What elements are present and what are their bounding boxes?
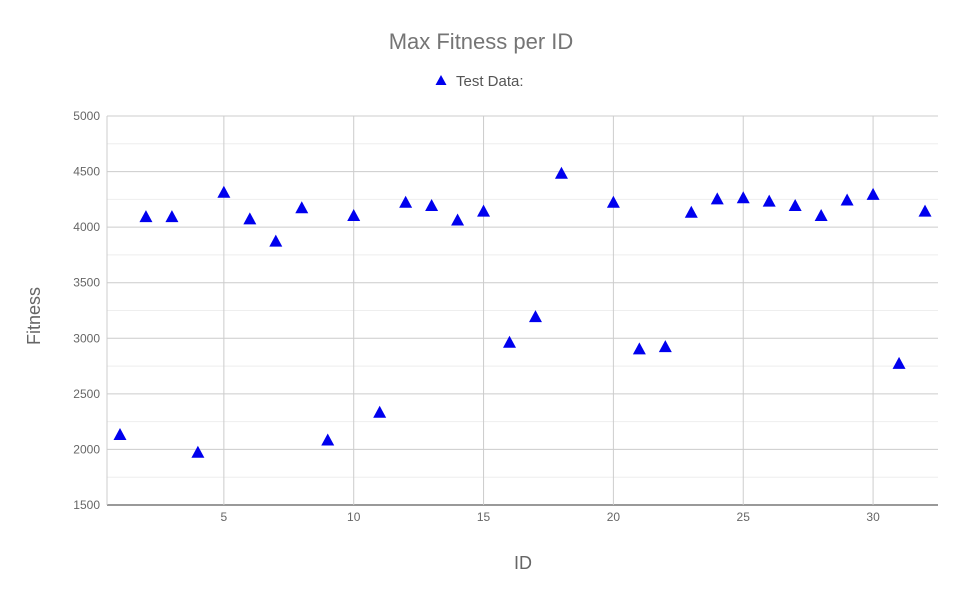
data-point[interactable] (503, 335, 517, 348)
x-axis-label: ID (514, 553, 532, 573)
data-point[interactable] (710, 192, 724, 205)
y-tick-label: 2500 (73, 387, 100, 401)
data-points (113, 166, 932, 458)
data-point[interactable] (658, 340, 672, 353)
data-point[interactable] (139, 210, 153, 223)
data-point[interactable] (425, 199, 439, 212)
x-tick-label: 5 (221, 510, 228, 524)
x-tick-label: 10 (347, 510, 361, 524)
data-point[interactable] (451, 213, 465, 226)
legend-label: Test Data: (456, 73, 524, 90)
y-tick-label: 1500 (73, 498, 100, 512)
data-point[interactable] (554, 166, 568, 179)
data-point[interactable] (191, 445, 205, 458)
data-point[interactable] (918, 204, 932, 217)
y-tick-label: 4000 (73, 220, 100, 234)
y-tick-label: 4500 (73, 165, 100, 179)
data-point[interactable] (736, 191, 750, 204)
data-point[interactable] (373, 405, 387, 418)
grid (106, 115, 938, 506)
data-point[interactable] (165, 210, 179, 223)
data-point[interactable] (606, 195, 620, 208)
legend[interactable]: Test Data: (435, 73, 524, 90)
x-tick-label: 30 (866, 510, 880, 524)
data-point[interactable] (295, 201, 309, 214)
data-point[interactable] (321, 433, 335, 446)
data-point[interactable] (762, 194, 776, 207)
data-point[interactable] (528, 310, 542, 323)
data-point[interactable] (684, 205, 698, 218)
data-point[interactable] (113, 427, 127, 440)
y-tick-label: 3500 (73, 276, 100, 290)
y-tick-label: 2000 (73, 442, 100, 456)
legend-triangle-icon (435, 75, 447, 85)
data-point[interactable] (269, 234, 283, 247)
data-point[interactable] (892, 356, 906, 369)
data-point[interactable] (347, 209, 361, 222)
data-point[interactable] (217, 185, 231, 198)
data-point[interactable] (788, 199, 802, 212)
data-point[interactable] (814, 209, 828, 222)
x-tick-label: 25 (737, 510, 751, 524)
data-point[interactable] (840, 193, 854, 206)
x-tick-label: 15 (477, 510, 491, 524)
chart-title: Max Fitness per ID (389, 29, 574, 54)
data-point[interactable] (477, 204, 491, 217)
y-axis-label: Fitness (24, 287, 44, 345)
data-point[interactable] (399, 195, 413, 208)
y-tick-label: 3000 (73, 331, 100, 345)
tick-labels: 1500 2000 2500 3000 3500 4000 4500 5000 5 10 15 20 2… (73, 109, 880, 524)
data-point[interactable] (632, 342, 646, 355)
data-point[interactable] (866, 187, 880, 200)
data-point[interactable] (243, 212, 257, 225)
y-tick-label: 5000 (73, 109, 100, 123)
x-tick-label: 20 (607, 510, 621, 524)
